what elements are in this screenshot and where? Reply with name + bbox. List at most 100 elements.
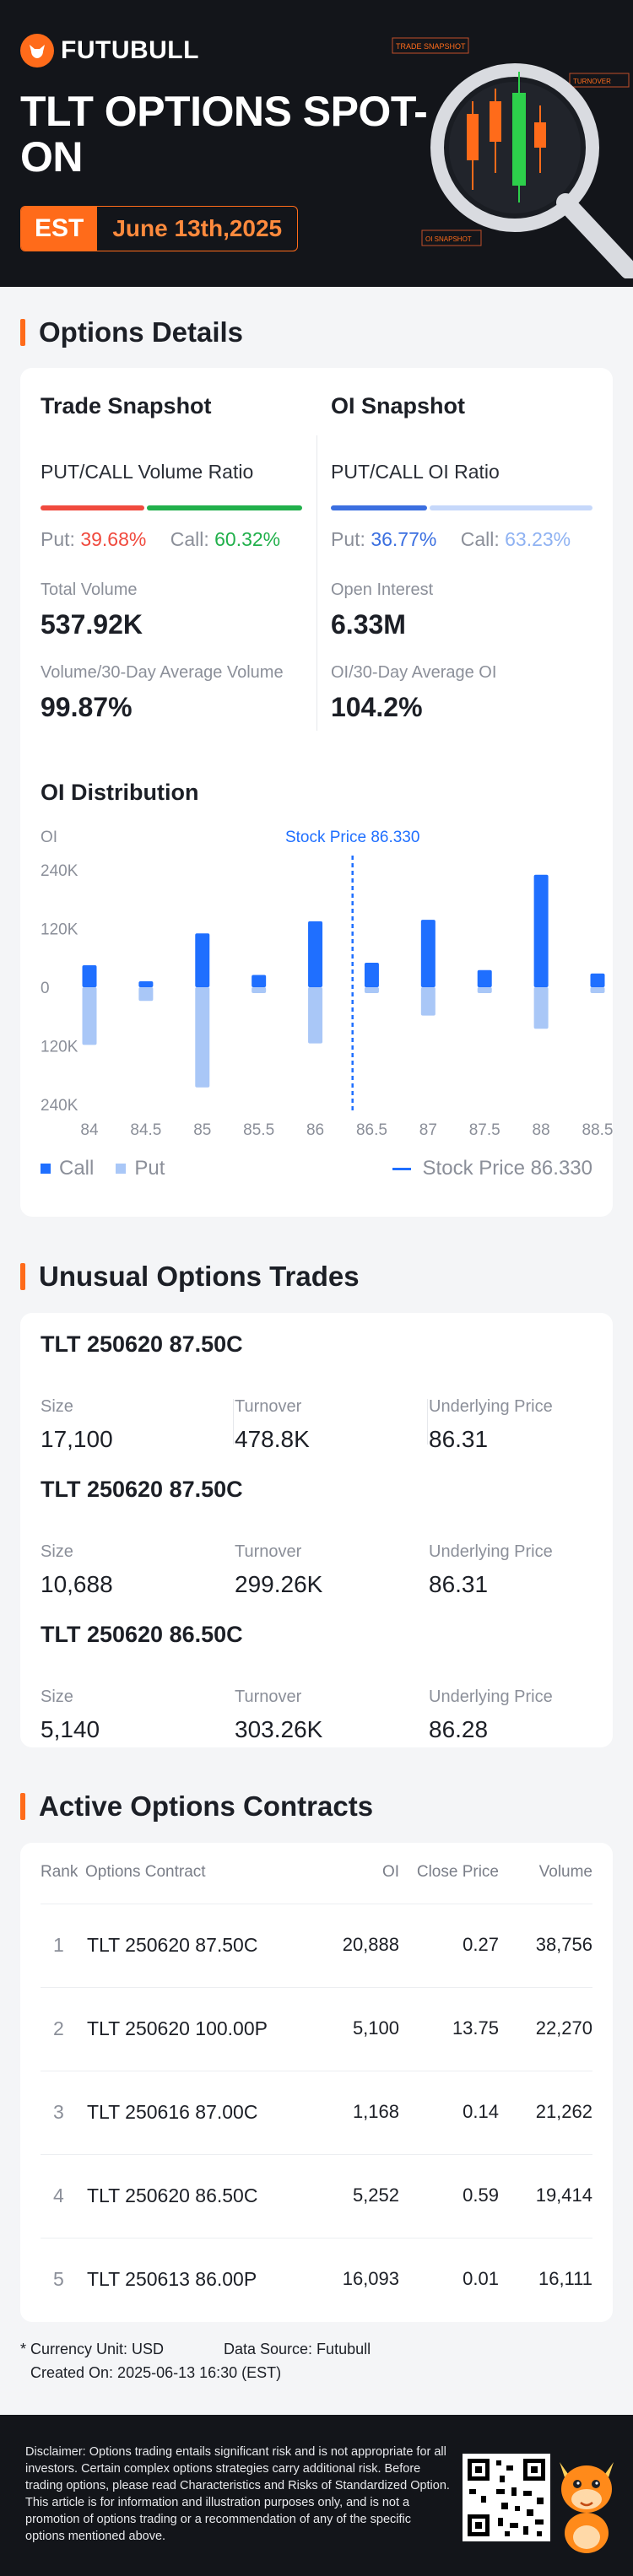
y-tick-label: 120K [41,1039,78,1056]
size-label: Size [41,1542,73,1561]
art-label-trade: TRADE SNAPSHOT [396,42,466,51]
oi-snapshot-title: OI Snapshot [331,393,466,419]
y-tick-label: 240K [41,1097,78,1115]
footer: Disclaimer: Options trading entails sign… [0,2415,633,2576]
open-interest-label: Open Interest [331,581,434,599]
row-rank: 1 [53,1934,64,1956]
call-bar [420,920,436,987]
section-accent-bar [20,319,25,346]
timezone-label: EST [21,207,98,251]
legend-price-line [392,1167,411,1170]
magnifier-candlestick-illustration: TRADE SNAPSHOT TURNOVER OI SNAPSHOT [392,37,633,278]
row-volume: 22,270 [535,2017,592,2039]
brand-logo: FUTUBULL [20,34,199,68]
volume-put-bar [41,505,144,510]
hero-banner: FUTUBULL TLT OPTIONS SPOT-ON EST June 13… [0,0,633,287]
put-bar [82,987,97,1045]
total-volume-label: Total Volume [41,581,138,599]
put-label: Put: [41,528,75,550]
row-close: 0.01 [463,2268,499,2289]
turnover-label: Turnover [235,1397,302,1416]
row-rank: 3 [53,2101,64,2123]
oi-avg-label: OI/30-Day Average OI [331,663,497,682]
table-row[interactable]: 3 TLT 250616 87.00C 1,168 0.14 21,262 [41,2071,592,2155]
oi-distribution-title: OI Distribution [41,780,199,805]
oi-put-label: Put: [331,528,365,550]
row-oi: 5,252 [352,2184,399,2206]
row-close: 0.59 [463,2184,499,2206]
row-rank: 2 [53,2017,64,2039]
call-bar [533,874,549,987]
table-row[interactable]: 4 TLT 250620 86.50C 5,252 0.59 19,414 [41,2154,592,2238]
volume-call-bar [147,505,302,510]
put-bar [195,987,210,1088]
put-bar [252,987,267,993]
row-close: 0.27 [463,1934,499,1955]
trade-size: 10,688 [41,1571,113,1597]
header-oi: OI [381,1863,399,1881]
call-bar [308,921,323,987]
section-title: Active Options Contracts [39,1790,374,1822]
row-oi: 16,093 [342,2268,399,2289]
currency-note: * Currency Unit: USD [20,2341,165,2357]
volume-ratio-label: PUT/CALL Volume Ratio [41,461,254,483]
header-rank: Rank [41,1863,78,1881]
section-options-details: Options Details [20,316,243,348]
underlying-label: Underlying Price [429,1688,553,1706]
y-axis-label: OI [41,829,57,846]
section-unusual-trades: Unusual Options Trades [20,1261,360,1293]
x-tick-label: 85 [193,1121,211,1136]
table-header: Rank Options Contract OI Close Price Vol… [41,1843,592,1904]
oi-call-label: Call: [460,528,500,550]
call-bar [477,969,492,987]
art-label-oi: OI SNAPSHOT [425,235,472,243]
trade-contract: TLT 250620 87.50C [41,1477,243,1502]
row-oi: 5,100 [352,2017,399,2039]
size-label: Size [41,1397,73,1416]
call-bar [364,963,379,987]
table-row[interactable]: 1 TLT 250620 87.50C 20,888 0.27 38,756 [41,1904,592,1988]
table-row[interactable]: 5 TLT 250613 86.00P 16,093 0.01 16,111 [41,2238,592,2321]
qr-code-icon[interactable] [463,2454,550,2541]
row-contract: TLT 250620 87.50C [87,1934,258,1956]
oi-put-bar [331,505,427,510]
x-tick-label: 85.5 [243,1121,274,1136]
volume-avg-label: Volume/30-Day Average Volume [41,663,284,682]
turnover-label: Turnover [235,1542,302,1561]
turnover-label: Turnover [235,1688,302,1706]
put-bar [590,987,605,993]
disclaimer-text: Disclaimer: Options trading entails sign… [25,2445,450,2543]
row-oi: 20,888 [342,1934,399,1955]
x-tick-label: 86.5 [356,1121,387,1136]
call-bar [252,975,267,987]
call-bar [195,933,210,987]
options-details-card: Trade Snapshot PUT/CALL Volume Ratio Put… [20,368,613,1217]
call-label: Call: [170,528,209,550]
futubull-logo-icon [20,34,54,68]
put-bar [420,987,436,1016]
section-active-contracts: Active Options Contracts [20,1790,373,1823]
row-contract: TLT 250620 86.50C [87,2184,258,2206]
x-tick-label: 88.5 [582,1121,613,1136]
oi-ratio-label: PUT/CALL OI Ratio [331,461,500,483]
trade-underlying: 86.28 [429,1716,489,1742]
legend-call-swatch [41,1164,51,1174]
row-contract: TLT 250613 86.00P [87,2268,257,2290]
trade-turnover: 303.26K [235,1716,323,1742]
call-bar [82,964,97,987]
report-date: June 13th,2025 [112,215,283,241]
unusual-trades-card: TLT 250620 87.50C Size 17,100 Turnover 4… [20,1313,613,1747]
row-rank: 4 [53,2184,64,2206]
trade-contract: TLT 250620 86.50C [41,1622,243,1647]
y-tick-label: 120K [41,921,78,939]
table-row[interactable]: 2 TLT 250620 100.00P 5,100 13.75 22,270 [41,1987,592,2071]
x-tick-label: 86 [306,1121,324,1136]
underlying-label: Underlying Price [429,1542,553,1561]
legend-put-label: Put [134,1157,165,1180]
row-close: 0.14 [463,2101,499,2122]
put-bar [138,987,154,1002]
trade-size: 17,100 [41,1426,113,1452]
y-tick-label: 240K [41,862,78,880]
x-tick-label: 84 [80,1121,99,1136]
trade-underlying: 86.31 [429,1426,489,1452]
